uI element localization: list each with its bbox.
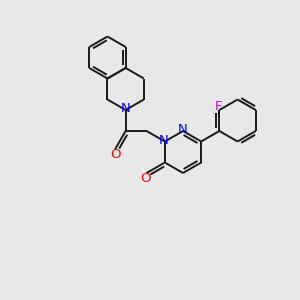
Text: O: O — [110, 148, 120, 161]
Text: F: F — [214, 100, 222, 112]
Text: N: N — [178, 123, 188, 136]
Text: O: O — [140, 172, 151, 184]
Text: N: N — [121, 101, 130, 115]
Text: N: N — [159, 134, 169, 146]
